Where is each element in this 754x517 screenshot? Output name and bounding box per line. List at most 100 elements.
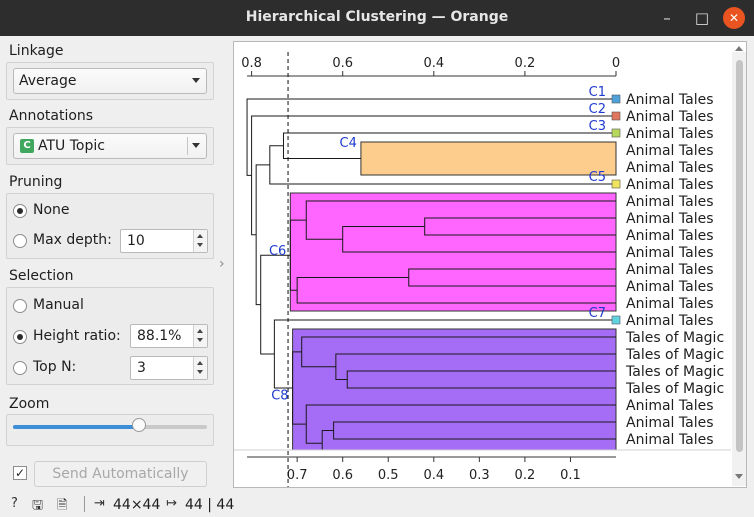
dendrogram-link <box>305 404 616 444</box>
dendrogram-link <box>335 353 616 380</box>
top-axis-tick-label: 0.8 <box>241 56 262 71</box>
close-icon: ✕ <box>728 11 740 25</box>
cluster-marker <box>611 111 621 121</box>
cluster-labels: C1 C2 C3 C4 C5 C6 C7 C8 <box>269 85 606 404</box>
cluster-marker <box>611 179 621 189</box>
annotations-value: ATU Topic <box>38 138 105 154</box>
dendrogram-tree <box>246 98 616 457</box>
spin-buttons[interactable] <box>193 325 207 347</box>
scroll-down-icon[interactable] <box>735 474 743 479</box>
dendrogram-link <box>260 254 291 355</box>
maximize-button[interactable]: □ <box>690 6 714 30</box>
vertical-scrollbar[interactable] <box>732 46 746 486</box>
leaf-label: Animal Tales <box>626 143 714 159</box>
leaf-label: Tales of Magic <box>625 364 724 380</box>
spin-down-icon <box>197 370 203 374</box>
leaf-label: Animal Tales <box>626 296 714 312</box>
leaf-label: Animal Tales <box>626 92 714 108</box>
leaf-label: Animal Tales <box>626 245 714 261</box>
zoom-slider-handle[interactable] <box>132 418 147 432</box>
maximize-icon: □ <box>694 9 710 27</box>
dendrogram-link <box>255 164 270 306</box>
chevron-right-icon[interactable]: › <box>219 256 225 272</box>
zoom-slider-track[interactable] <box>13 425 207 429</box>
pruning-max-depth-radio[interactable] <box>13 234 27 248</box>
bottom-axis: 0.7 0.6 0.5 0.4 0.3 0.2 0.1 <box>234 449 731 487</box>
scrollbar-thumb[interactable] <box>736 60 743 452</box>
zoom-slider-fill <box>13 425 140 429</box>
spin-up-icon <box>197 329 203 333</box>
top-axis-tick-label: 0.2 <box>515 56 536 71</box>
leaf-label: Animal Tales <box>626 126 714 142</box>
bottom-axis-tick-label: 0.5 <box>378 468 399 483</box>
spin-buttons[interactable] <box>193 357 207 379</box>
zoom-box <box>6 414 214 446</box>
combo-separator <box>187 137 188 155</box>
selection-top-n-radio[interactable] <box>13 361 27 375</box>
cluster-label: C6 <box>269 244 286 259</box>
linkage-combo[interactable]: Average <box>13 68 207 94</box>
cluster-label: C2 <box>589 102 606 117</box>
selection-height-ratio-label: Height ratio: <box>33 328 121 344</box>
bottom-axis-band <box>234 450 731 487</box>
leaf-label: Animal Tales <box>626 398 714 414</box>
bottom-axis-tick-label: 0.6 <box>332 468 353 483</box>
cluster-marker <box>611 128 621 138</box>
pruning-none-radio[interactable] <box>13 204 27 218</box>
top-n-spinbox[interactable]: 3 <box>130 356 208 380</box>
dendrogram-link <box>251 115 616 236</box>
close-button[interactable]: ✕ <box>723 7 745 29</box>
input-size: 44×44 <box>113 497 161 513</box>
leaf-label: Animal Tales <box>626 262 714 278</box>
dendrogram-link <box>289 219 307 291</box>
dendrogram-link <box>305 200 616 240</box>
top-axis: 0.8 0.6 0.4 0.2 0 <box>241 56 620 77</box>
leaf-cluster-markers <box>611 94 621 325</box>
minimize-icon: – <box>663 9 671 27</box>
leaf-label: Animal Tales <box>626 194 714 210</box>
selection-top-n-label: Top N: <box>33 359 77 375</box>
scroll-up-icon[interactable] <box>735 46 743 51</box>
leaf-label: Animal Tales <box>626 109 714 125</box>
bottom-axis-tick-label: 0.2 <box>515 468 536 483</box>
send-automatically-checkbox[interactable]: ✓ <box>13 466 27 480</box>
spin-buttons[interactable] <box>193 230 207 252</box>
help-icon[interactable]: ? <box>11 496 18 511</box>
leaf-label: Animal Tales <box>626 177 714 193</box>
annotations-combo[interactable]: C ATU Topic <box>13 133 207 159</box>
status-separator <box>84 496 85 512</box>
chevron-down-icon <box>192 78 200 83</box>
bottom-axis-tick-label: 0.7 <box>287 468 308 483</box>
top-axis-tick-label: 0 <box>612 56 620 71</box>
cluster-label: C3 <box>589 119 606 134</box>
status-bar: ? 🖫 🗎 ⇥ 44×44 ↦ 44 | 44 <box>0 493 754 517</box>
bottom-axis-tick-label: 0.1 <box>560 468 581 483</box>
selection-manual-radio[interactable] <box>13 299 27 313</box>
window-title: Hierarchical Clustering — Orange <box>245 9 509 25</box>
selection-section-label: Selection <box>9 268 74 284</box>
dendrogram-link <box>269 145 616 185</box>
max-depth-spinbox[interactable]: 10 <box>120 229 208 253</box>
dendrogram-link <box>346 370 616 389</box>
pruning-section-label: Pruning <box>9 174 63 190</box>
report-icon[interactable]: 🗎 <box>57 498 68 513</box>
dendrogram-view[interactable]: 0.8 0.6 0.4 0.2 0 Animal Tales Animal Tales An… <box>233 41 747 488</box>
send-automatically-button[interactable]: Send Automatically <box>34 461 207 487</box>
bottom-axis-tick-label: 0.4 <box>423 468 444 483</box>
cluster-marker <box>611 315 621 325</box>
cluster-label: C8 <box>271 389 288 404</box>
save-icon[interactable]: 🖫 <box>32 498 44 513</box>
output-icon: ↦ <box>166 496 177 511</box>
height-ratio-spinbox[interactable]: 88.1% <box>130 324 208 348</box>
cluster-label: C1 <box>589 85 606 100</box>
bottom-axis-tick-label: 0.3 <box>469 468 490 483</box>
selection-height-ratio-radio[interactable] <box>13 330 27 344</box>
cluster-label: C7 <box>589 306 606 321</box>
height-ratio-value: 88.1% <box>137 328 182 344</box>
dendrogram-link <box>246 98 616 176</box>
annotations-section-label: Annotations <box>9 108 94 124</box>
spin-down-icon <box>197 243 203 247</box>
minimize-button[interactable]: – <box>655 6 679 30</box>
